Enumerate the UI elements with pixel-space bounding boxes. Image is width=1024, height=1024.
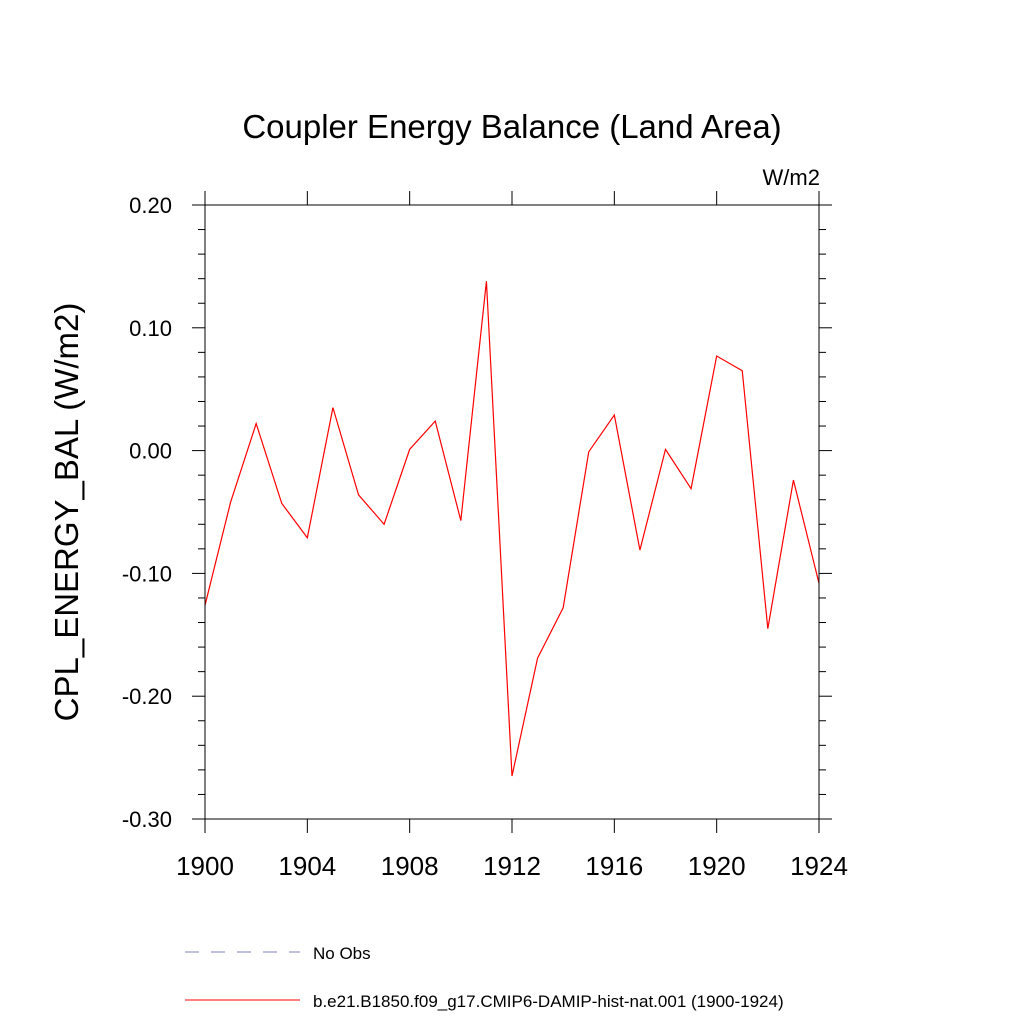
y-tick-label: 0.00: [129, 439, 172, 464]
x-tick-label: 1908: [381, 851, 439, 881]
y-tick-label: -0.10: [122, 561, 172, 586]
plot-frame: [204, 204, 820, 820]
units-label: W/m2: [763, 165, 820, 190]
x-tick-label: 1916: [585, 851, 643, 881]
y-tick-label: -0.20: [122, 684, 172, 709]
y-axis-label: CPL_ENERGY_BAL (W/m2): [48, 303, 85, 722]
x-tick-label: 1924: [790, 851, 848, 881]
y-tick-label: -0.30: [122, 807, 172, 832]
series-line-0: [204, 281, 820, 777]
x-tick-label: 1912: [483, 851, 541, 881]
legend-label: b.e21.B1850.f09_g17.CMIP6-DAMIP-hist-nat…: [313, 992, 784, 1011]
x-tick-label: 1900: [176, 851, 234, 881]
y-tick-label: 0.10: [129, 316, 172, 341]
x-tick-labels: 1900 1904 1908 1912 1916 1920 1924: [176, 851, 848, 881]
axis-ticks: [192, 191, 832, 833]
y-tick-label: 0.20: [129, 193, 172, 218]
x-tick-label: 1904: [278, 851, 336, 881]
legend: No Obs b.e21.B1850.f09_g17.CMIP6-DAMIP-hi…: [185, 944, 784, 1011]
x-tick-label: 1920: [688, 851, 746, 881]
y-tick-labels: 0.20 0.10 0.00 -0.10 -0.20 -0.30: [122, 193, 172, 832]
chart-title: Coupler Energy Balance (Land Area): [242, 108, 781, 145]
legend-label: No Obs: [313, 944, 371, 963]
series-layer: [204, 281, 820, 777]
